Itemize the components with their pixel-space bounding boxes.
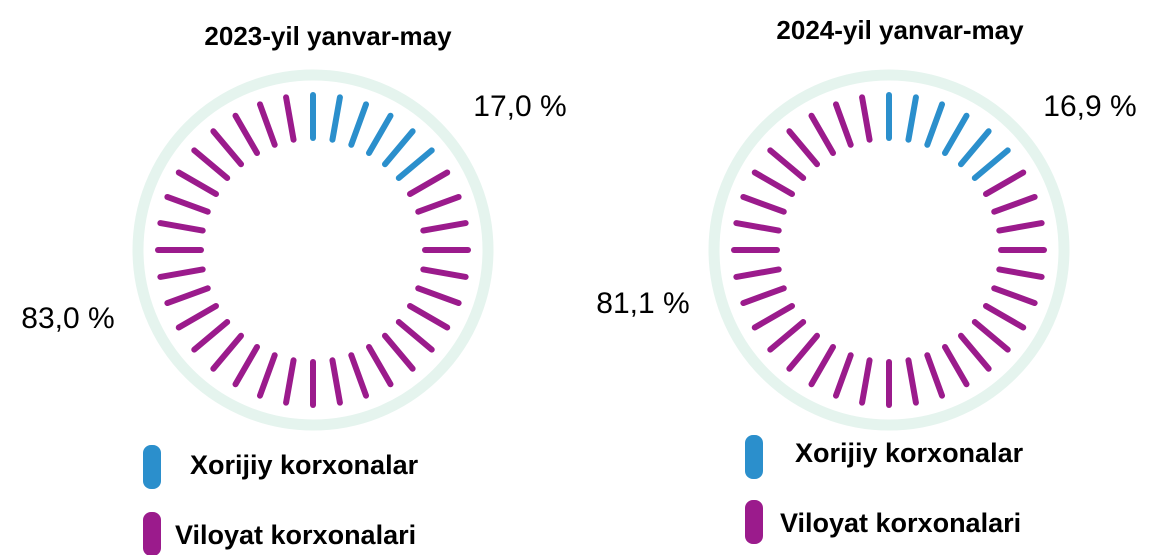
tick-segment [905, 94, 919, 143]
tick-segment [957, 128, 992, 168]
tick-segment [767, 318, 807, 353]
outer-ring [708, 69, 1070, 431]
tick-segment [740, 193, 787, 215]
tick-segment [733, 266, 782, 280]
legend-label: Xorijiy korxonalar [190, 450, 419, 480]
tick-segment [210, 128, 245, 168]
value-label: 83,0 % [21, 302, 114, 335]
tick-segment [256, 101, 278, 148]
tick-segment [740, 285, 787, 307]
tick-segment [366, 112, 394, 157]
tick-segment [191, 147, 231, 182]
tick-segment [381, 128, 416, 168]
tick-segment [395, 318, 435, 353]
tick-segment [859, 357, 873, 406]
tick-segment [329, 94, 343, 143]
tick-segment [329, 357, 343, 406]
tick-segment [381, 332, 416, 372]
tick-segment [164, 285, 211, 307]
tick-segment [415, 285, 462, 307]
tick-segment [957, 332, 992, 372]
segment [310, 92, 435, 182]
tick-segment [786, 332, 821, 372]
legend-label: Viloyat korxonalari [780, 508, 1021, 538]
tick-segment [164, 193, 211, 215]
tick-segment [175, 169, 220, 197]
tick-segment [406, 303, 451, 331]
legend-swatch [745, 500, 763, 544]
chart-title: 2023-yil yanvar-may [204, 21, 452, 51]
tick-segment [924, 101, 946, 148]
tick-segment [256, 352, 278, 399]
tick-segment [832, 101, 854, 148]
tick-segment [982, 303, 1027, 331]
segment [731, 94, 1047, 408]
tick-segment [157, 220, 206, 234]
tick-segment [808, 343, 836, 388]
legend-swatch [143, 445, 161, 489]
tick-segment [415, 193, 462, 215]
tick-segment [786, 128, 821, 168]
tick-segment [996, 266, 1045, 280]
tick-segment [366, 343, 394, 388]
tick-segment [175, 303, 220, 331]
tick-segment [859, 94, 873, 143]
tick-segment [191, 318, 231, 353]
outer-ring [132, 69, 494, 431]
value-label: 81,1 % [596, 287, 689, 320]
segment [155, 94, 471, 408]
legend-swatch [143, 512, 161, 555]
tick-segment [971, 147, 1011, 182]
tick-segment [283, 94, 297, 143]
tick-segment [905, 357, 919, 406]
segment [886, 92, 1011, 182]
tick-segment [942, 112, 970, 157]
tick-segment [991, 285, 1038, 307]
tick-segment [751, 169, 796, 197]
tick-segment [991, 193, 1038, 215]
legend-label: Viloyat korxonalari [175, 520, 416, 550]
tick-segment [232, 343, 260, 388]
legend-label: Xorijiy korxonalar [795, 438, 1024, 468]
tick-segment [982, 169, 1027, 197]
tick-segment [348, 101, 370, 148]
tick-segment [232, 112, 260, 157]
tick-segment [420, 220, 469, 234]
tick-segment [942, 343, 970, 388]
tick-segment [420, 266, 469, 280]
tick-segment [210, 332, 245, 372]
tick-segment [971, 318, 1011, 353]
tick-segment [924, 352, 946, 399]
tick-segment [733, 220, 782, 234]
tick-segment [283, 357, 297, 406]
legend-swatch [745, 435, 763, 479]
tick-segment [767, 147, 807, 182]
tick-segment [395, 147, 435, 182]
chart-title: 2024-yil yanvar-may [776, 15, 1024, 45]
tick-segment [751, 303, 796, 331]
value-label: 17,0 % [473, 90, 566, 123]
tick-segment [406, 169, 451, 197]
tick-segment [348, 352, 370, 399]
tick-segment [996, 220, 1045, 234]
tick-segment [808, 112, 836, 157]
tick-segment [157, 266, 206, 280]
value-label: 16,9 % [1043, 90, 1136, 123]
tick-segment [832, 352, 854, 399]
